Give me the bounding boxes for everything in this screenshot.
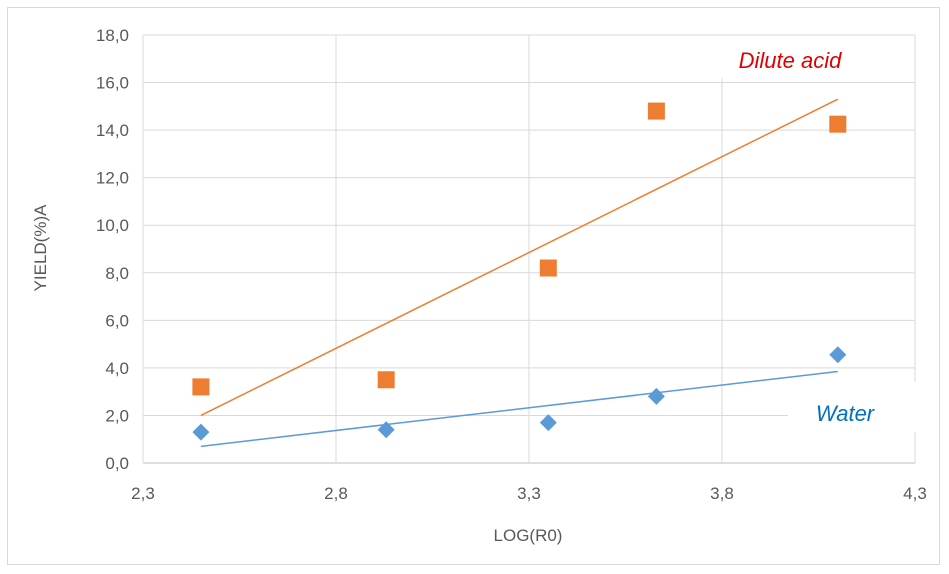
x-tick-label: 2,3 <box>131 484 155 503</box>
y-tick-label: 0,0 <box>105 454 129 473</box>
dilute-acid-point <box>192 378 210 396</box>
dilute-acid-label-box <box>720 36 860 78</box>
water-point <box>192 423 210 441</box>
water-trendline <box>200 370 838 448</box>
water-point <box>539 414 557 432</box>
dilute-acid-point <box>647 102 665 120</box>
x-tick-labels: 2,3 2,8 3,3 3,8 4,3 <box>131 484 927 503</box>
y-tick-label: 10,0 <box>96 216 129 235</box>
x-tick-label: 3,8 <box>710 484 734 503</box>
trendlines <box>200 98 839 448</box>
x-tick-label: 2,8 <box>324 484 348 503</box>
series-labels: Dilute acid Water <box>720 36 916 432</box>
y-tick-label: 4,0 <box>105 359 129 378</box>
data-points <box>192 102 847 441</box>
y-tick-label: 2,0 <box>105 406 129 425</box>
water-point <box>647 387 665 405</box>
water-point <box>829 346 847 364</box>
water-point <box>377 421 395 439</box>
y-tick-label: 12,0 <box>96 169 129 188</box>
y-tick-label: 6,0 <box>105 311 129 330</box>
x-tick-label: 4,3 <box>903 484 927 503</box>
y-tick-labels: 0,0 2,0 4,0 6,0 8,0 10,0 12,0 14,0 16,0 18,0 <box>96 26 129 473</box>
y-tick-label: 16,0 <box>96 74 129 93</box>
y-tick-label: 14,0 <box>96 121 129 140</box>
y-tick-label: 8,0 <box>105 264 129 283</box>
y-axis-title: YIELD(%)A <box>31 204 50 292</box>
dilute-acid-point <box>539 259 557 277</box>
dilute-acid-trendline <box>200 98 839 417</box>
y-tick-label: 18,0 <box>96 26 129 45</box>
dilute-acid-point <box>377 371 395 389</box>
water-label-box <box>788 382 916 432</box>
chart-frame <box>7 7 940 565</box>
dilute-acid-point <box>829 115 847 133</box>
x-tick-label: 3,3 <box>517 484 541 503</box>
water-label: Water <box>816 401 876 426</box>
grid-lines <box>142 34 916 464</box>
dilute-acid-label: Dilute acid <box>739 48 842 73</box>
x-axis-title: LOG(R0) <box>494 526 563 545</box>
